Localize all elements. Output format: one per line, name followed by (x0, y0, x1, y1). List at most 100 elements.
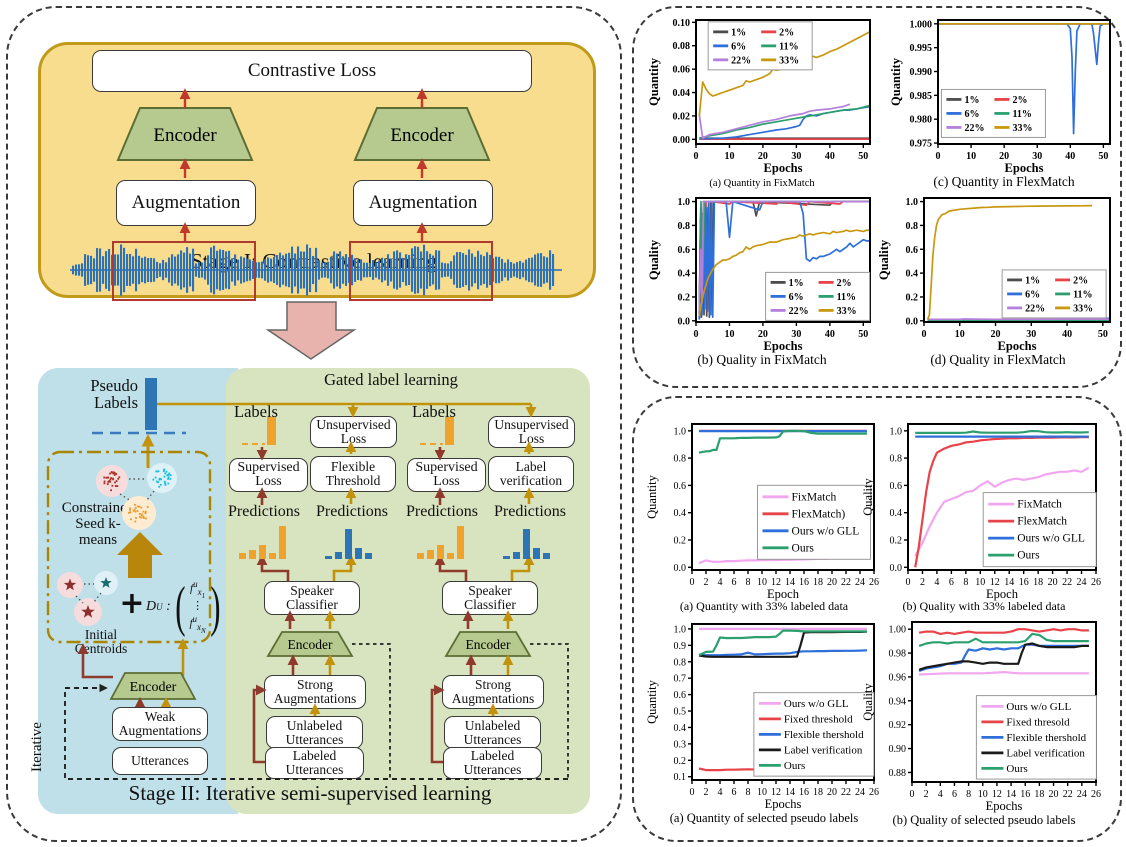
svg-text:0.0: 0.0 (674, 563, 687, 574)
svg-text:Quantity: Quantity (647, 57, 661, 106)
svg-text:Ours: Ours (792, 542, 815, 554)
svg-text:8: 8 (963, 577, 968, 588)
svg-text:18: 18 (1033, 577, 1043, 588)
labeled-utterances-box: Labeled Utterances (443, 747, 542, 779)
label-verification-box: Label verification (488, 456, 574, 492)
svg-text:0.4: 0.4 (890, 508, 903, 519)
svg-text:22: 22 (841, 787, 851, 798)
svg-text:0: 0 (910, 789, 915, 800)
svg-text:0.4: 0.4 (674, 723, 687, 734)
svg-text:20: 20 (758, 151, 768, 162)
chart-quality-flexmatch: 0 10 20 30 40 50 0.0 0.2 0.4 0.6 0.8 1.0 Epochs Quali… (876, 190, 1120, 368)
chart-svg-quantity-fixmatch: 0 10 20 30 40 50 0.00 0.02 0.04 0.06 0.08 0.10 Epoch… (647, 18, 871, 189)
svg-text:Fixed threshold: Fixed threshold (784, 713, 853, 725)
svg-text:12: 12 (771, 577, 781, 588)
svg-text:8: 8 (746, 577, 751, 588)
svg-text:0: 0 (694, 329, 699, 340)
supervised-loss-box: Supervised Loss (407, 458, 486, 492)
svg-text:Ours: Ours (1006, 763, 1027, 775)
svg-text:10: 10 (975, 577, 985, 588)
svg-text:Quality: Quality (647, 239, 661, 280)
svg-text:0.02: 0.02 (673, 111, 691, 122)
svg-text:1%: 1% (1025, 275, 1040, 286)
svg-text:FixMatch: FixMatch (792, 491, 837, 503)
svg-text:Ours w/o GLL: Ours w/o GLL (1017, 533, 1085, 545)
svg-text:40: 40 (825, 329, 835, 340)
svg-text:20: 20 (1049, 789, 1059, 800)
strong-augmentations-box: Strong Augmentations (442, 675, 544, 709)
svg-text:24: 24 (855, 577, 865, 588)
svg-text:Flexible thershold: Flexible thershold (1006, 732, 1086, 744)
speaker-classifier-box: Speaker Classifier (442, 581, 538, 615)
svg-text:4: 4 (934, 577, 939, 588)
svg-text:1.0: 1.0 (906, 197, 919, 208)
svg-text:6%: 6% (964, 109, 979, 120)
plus-icon: + (119, 586, 145, 622)
svg-text:0.06: 0.06 (673, 65, 691, 76)
svg-text:Epoch: Epoch (767, 587, 800, 601)
svg-text:0.975: 0.975 (910, 139, 933, 150)
svg-text:Epochs: Epochs (765, 797, 802, 811)
series-33% (926, 204, 1093, 320)
series-Flexible thershold (918, 643, 1089, 673)
chart-quantity-33-labeled: 0 2 4 6 8 10 12 14 16 18 20 22 24 26 0.0 0.2 0.4 0.6 0.8 1.… (644, 416, 884, 614)
svg-text:33%: 33% (779, 55, 799, 66)
svg-text:24: 24 (1077, 789, 1087, 800)
svg-text:0: 0 (694, 151, 699, 162)
predictions-label-left: Predictions (228, 502, 300, 520)
svg-text:0.2: 0.2 (890, 535, 903, 546)
svg-text:2: 2 (920, 577, 925, 588)
svg-text:50: 50 (1098, 151, 1108, 162)
svg-text:11%: 11% (1073, 289, 1092, 300)
svg-text:16: 16 (1019, 577, 1029, 588)
chart-svg-quantity-flexmatch: 0 10 20 30 40 50 0.975 0.980 0.985 0.990 0.995 1.00… (889, 19, 1111, 189)
svg-text:26: 26 (1091, 577, 1101, 588)
unsupervised-loss-box: Unsupervised Loss (310, 416, 397, 448)
svg-text:0.995: 0.995 (910, 43, 933, 54)
chart-quality-33-labeled: 0 2 4 6 8 10 12 14 16 18 20 22 24 26 0.0 0.2 0.4 0.6 0.8 1.… (860, 416, 1108, 614)
bottom-right-charts-frame (632, 396, 1122, 842)
svg-text:(c) Quantity in FlexMatch: (c) Quantity in FlexMatch (933, 174, 1075, 189)
svg-text:6%: 6% (731, 41, 746, 52)
predictions-label-right: Predictions (494, 502, 566, 520)
utterances-box: Utterances (112, 747, 208, 775)
series-FixMatch (914, 466, 1090, 557)
svg-text:0.0: 0.0 (890, 563, 903, 574)
svg-text:0: 0 (906, 577, 911, 588)
series-Ours w/o GLL (919, 670, 1089, 676)
svg-text:0.6: 0.6 (906, 245, 919, 256)
svg-text:FixMatch: FixMatch (1017, 499, 1062, 511)
svg-text:Ours: Ours (784, 760, 805, 772)
svg-text:0.04: 0.04 (673, 88, 691, 99)
svg-text:Quality: Quality (877, 239, 891, 280)
supervised-loss-box: Supervised Loss (229, 458, 308, 492)
svg-text:Ours w/o GLL: Ours w/o GLL (792, 525, 860, 537)
chart-svg-quantity-33-labeled: 0 2 4 6 8 10 12 14 16 18 20 22 24 260.00.20.40.60.81.… (645, 423, 879, 613)
svg-text:1.0: 1.0 (678, 197, 691, 208)
svg-text:40: 40 (1062, 329, 1072, 340)
svg-text:Epoch: Epoch (986, 587, 1019, 601)
svg-text:22%: 22% (964, 123, 984, 134)
svg-text:0: 0 (690, 577, 695, 588)
svg-text:FlexMatch: FlexMatch (1017, 516, 1067, 528)
svg-text:20: 20 (827, 787, 837, 798)
svg-text:26: 26 (869, 787, 879, 798)
svg-text:33%: 33% (837, 306, 857, 317)
svg-text:10: 10 (724, 151, 734, 162)
unsupervised-loss-box: Unsupervised Loss (488, 416, 575, 448)
svg-text:0.2: 0.2 (674, 535, 687, 546)
svg-text:50: 50 (858, 151, 868, 162)
svg-text:11%: 11% (837, 292, 856, 303)
svg-text:0.92: 0.92 (889, 720, 907, 731)
series-Ours (698, 629, 867, 657)
svg-text:4: 4 (718, 787, 723, 798)
svg-text:10: 10 (757, 787, 767, 798)
svg-text:8: 8 (966, 789, 971, 800)
series-6% (698, 200, 870, 320)
svg-text:1%: 1% (731, 27, 746, 38)
svg-text:Fixed thresold: Fixed thresold (1006, 716, 1070, 728)
svg-text:1%: 1% (964, 95, 979, 106)
svg-text:2%: 2% (837, 278, 852, 289)
svg-text:0.8: 0.8 (674, 454, 687, 465)
svg-text:Label verification: Label verification (1006, 747, 1085, 759)
